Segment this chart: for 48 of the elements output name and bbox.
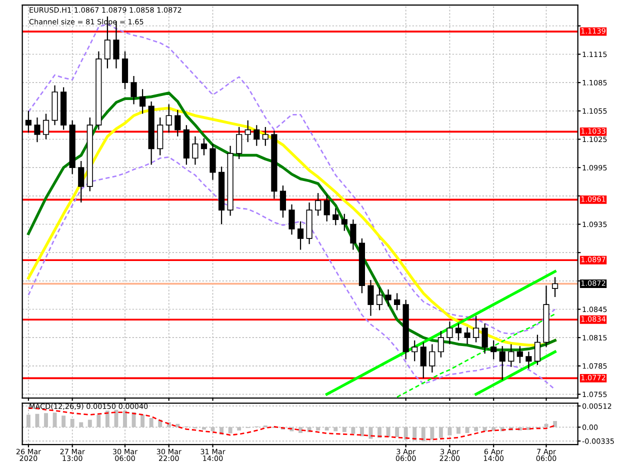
line-series (28, 156, 556, 390)
candlestick (192, 136, 198, 166)
candlestick (174, 109, 181, 137)
candlestick (210, 143, 216, 180)
candlestick (368, 279, 374, 316)
candlestick (420, 342, 426, 379)
candlestick (526, 351, 532, 370)
candlestick (516, 346, 523, 364)
line-series (396, 313, 556, 398)
candlestick (482, 322, 488, 354)
candlestick (324, 194, 330, 222)
candlestick (254, 124, 260, 146)
candlestick (42, 113, 50, 140)
candlestick (394, 292, 400, 311)
candlestick (499, 346, 506, 381)
candlestick (25, 110, 32, 134)
candlestick (130, 75, 137, 105)
candlestick (140, 88, 146, 114)
candlestick (166, 104, 172, 134)
candlestick (412, 340, 418, 362)
candlestick (297, 220, 304, 250)
candlestick (490, 340, 497, 360)
candlestick (385, 288, 392, 307)
candlestick (472, 315, 480, 343)
candlestick (236, 126, 242, 160)
candlestick (464, 326, 470, 345)
candlestick (122, 50, 128, 90)
candlestick (508, 344, 514, 368)
candlestick (552, 276, 558, 298)
candlestick (288, 204, 295, 236)
candlestick (332, 208, 339, 226)
candlestick (438, 330, 444, 358)
candlestick (280, 184, 286, 218)
candlestick (34, 116, 40, 143)
candlestick (341, 213, 348, 232)
candlestick (446, 320, 453, 345)
candlestick (244, 120, 251, 143)
candlestick (78, 160, 84, 204)
candlestick (534, 334, 541, 366)
candlestick (429, 344, 436, 374)
candlestick (376, 286, 383, 311)
candlestick (200, 138, 208, 156)
candlestick (315, 192, 322, 216)
candlestick (455, 322, 462, 341)
candlestick (262, 126, 268, 146)
candlestick (157, 116, 164, 156)
line-series (325, 270, 556, 396)
candlestick (350, 218, 356, 250)
